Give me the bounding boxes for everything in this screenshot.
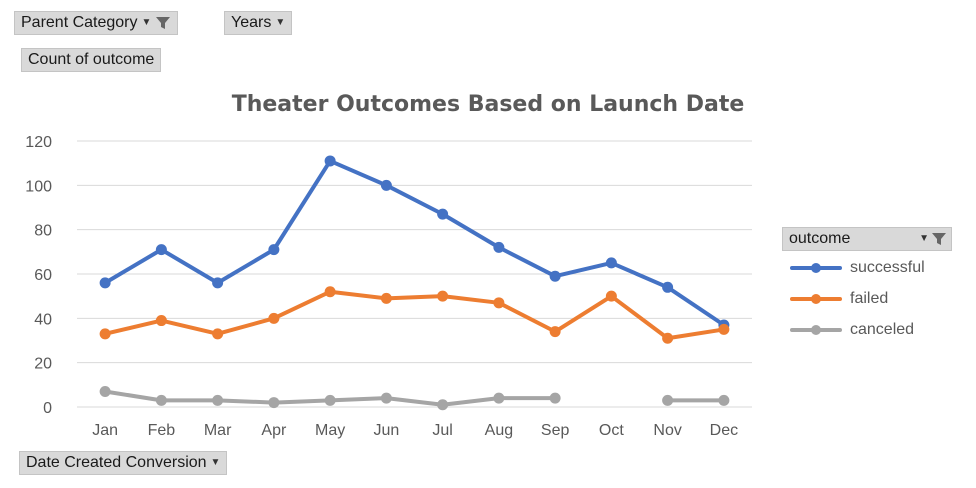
axis-field-label: Date Created Conversion (26, 454, 207, 471)
data-point-canceled[interactable] (268, 397, 280, 409)
axis-field-button[interactable]: Date Created Conversion ▼ (19, 451, 228, 475)
years-label: Years (231, 14, 272, 31)
data-point-successful[interactable] (662, 281, 674, 293)
data-point-failed[interactable] (549, 326, 561, 338)
legend-label: canceled (850, 321, 915, 338)
x-tick-label: Nov (653, 422, 681, 439)
x-tick-label: Jun (373, 422, 399, 439)
data-point-successful[interactable] (268, 244, 280, 256)
series-canceled (99, 385, 730, 411)
series-line-failed (103, 289, 726, 341)
legend-swatch-failed (790, 294, 842, 304)
y-tick-label: 100 (25, 178, 52, 195)
x-tick-label: Oct (599, 422, 624, 439)
data-point-failed[interactable] (268, 312, 280, 324)
data-point-successful[interactable] (380, 179, 392, 191)
axis-labels: 0 20 40 60 80 100 120 Jan Feb Mar Apr May Jun Jul Aug S… (25, 134, 738, 439)
chevron-down-icon: ▼ (141, 17, 152, 28)
legend-item-canceled[interactable]: canceled (790, 320, 914, 340)
data-point-failed[interactable] (605, 290, 617, 302)
data-point-canceled[interactable] (718, 394, 730, 406)
x-tick-label: May (315, 422, 345, 439)
series-line-successful (103, 158, 726, 327)
data-point-canceled[interactable] (212, 394, 224, 406)
parent-category-label: Parent Category (21, 14, 138, 31)
data-point-failed[interactable] (437, 290, 449, 302)
legend-swatch-successful (790, 263, 842, 273)
x-tick-label: Jul (432, 422, 452, 439)
y-tick-label: 20 (34, 356, 52, 373)
years-filter-button[interactable]: Years ▼ (224, 11, 293, 35)
series-failed (99, 286, 730, 344)
data-point-successful[interactable] (155, 244, 167, 256)
data-point-failed[interactable] (99, 328, 111, 340)
series-layer (99, 155, 730, 411)
x-tick-label: Jan (92, 422, 118, 439)
data-point-failed[interactable] (155, 315, 167, 327)
chevron-down-icon: ▼ (919, 233, 929, 244)
data-point-successful[interactable] (99, 277, 111, 289)
data-point-canceled[interactable] (493, 392, 505, 404)
legend-swatch-canceled (790, 325, 842, 335)
data-point-successful[interactable] (549, 270, 561, 282)
data-point-successful[interactable] (605, 257, 617, 269)
data-point-canceled[interactable] (155, 394, 167, 406)
chevron-down-icon: ▼ (275, 17, 286, 28)
legend-label: successful (850, 259, 925, 276)
chart-title: Theater Outcomes Based on Launch Date (232, 92, 745, 117)
data-point-successful[interactable] (212, 277, 224, 289)
x-tick-label: Dec (710, 422, 738, 439)
value-field-label: Count of outcome (28, 51, 155, 68)
data-point-failed[interactable] (718, 323, 730, 335)
data-point-failed[interactable] (493, 297, 505, 309)
data-point-failed[interactable] (324, 286, 336, 298)
y-tick-label: 60 (34, 267, 52, 284)
data-point-successful[interactable] (437, 208, 449, 220)
chevron-down-icon: ▼ (210, 457, 221, 468)
data-point-canceled[interactable] (380, 392, 392, 404)
y-tick-label: 80 (34, 223, 52, 240)
data-point-canceled[interactable] (99, 385, 111, 397)
data-point-failed[interactable] (662, 332, 674, 344)
gridlines (77, 140, 752, 408)
legend-item-failed[interactable]: failed (790, 289, 888, 309)
y-tick-label: 120 (25, 134, 52, 151)
parent-category-filter-button[interactable]: Parent Category ▼ (14, 11, 179, 35)
outcome-legend-filter-button[interactable]: outcome ▼ (782, 227, 952, 251)
legend-field-label: outcome (789, 230, 851, 247)
data-point-successful[interactable] (324, 155, 336, 167)
data-point-failed[interactable] (380, 292, 392, 304)
data-point-canceled[interactable] (324, 394, 336, 406)
x-tick-label: Sep (541, 422, 570, 439)
filter-icon (932, 233, 946, 245)
series-successful (99, 155, 730, 331)
data-point-canceled[interactable] (437, 399, 449, 411)
y-tick-label: 40 (34, 311, 52, 328)
data-point-failed[interactable] (212, 328, 224, 340)
data-point-canceled[interactable] (662, 394, 674, 406)
legend-label: failed (850, 290, 889, 307)
filter-icon (156, 17, 171, 29)
x-tick-label: Feb (148, 422, 176, 439)
x-tick-label: Aug (485, 422, 513, 439)
y-tick-label: 0 (43, 400, 52, 417)
value-field-button[interactable]: Count of outcome (21, 48, 162, 72)
legend-item-successful[interactable]: successful (790, 258, 925, 278)
x-tick-label: Apr (261, 422, 287, 439)
data-point-successful[interactable] (493, 241, 505, 253)
x-tick-label: Mar (204, 422, 232, 439)
data-point-canceled[interactable] (549, 392, 561, 404)
